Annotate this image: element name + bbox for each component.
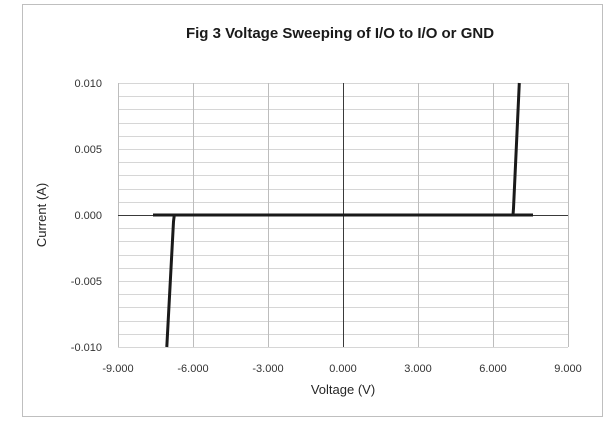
- x-axis-title: Voltage (V): [311, 382, 375, 397]
- y-tick-label: 0.000: [74, 210, 102, 222]
- x-tick-label: -9.000: [102, 363, 133, 375]
- y-axis-title: Current (A): [34, 183, 49, 247]
- x-tick-label: -3.000: [252, 363, 283, 375]
- y-tick-label: 0.005: [74, 144, 102, 156]
- x-tick-label: -6.000: [177, 363, 208, 375]
- y-tick-label: 0.010: [74, 78, 102, 90]
- data-series-line: [511, 82, 521, 216]
- x-tick-labels: -9.000 -6.000 -3.000 0.000 3.000 6.000 9.000: [102, 363, 581, 375]
- x-tick-label: 6.000: [479, 363, 507, 375]
- chart-frame: [22, 4, 603, 417]
- chart-title: Fig 3 Voltage Sweeping of I/O to I/O or …: [186, 25, 494, 42]
- x-tick-label: 0.000: [329, 363, 357, 375]
- y-tick-label: -0.005: [71, 276, 102, 288]
- data-series-line: [165, 214, 176, 348]
- y-tick-labels: 0.010 0.005 0.000 -0.005 -0.010: [71, 78, 102, 354]
- x-tick-label: 9.000: [554, 363, 582, 375]
- x-tick-label: 3.000: [404, 363, 432, 375]
- y-tick-label: -0.010: [71, 342, 102, 354]
- data-series: [153, 82, 533, 348]
